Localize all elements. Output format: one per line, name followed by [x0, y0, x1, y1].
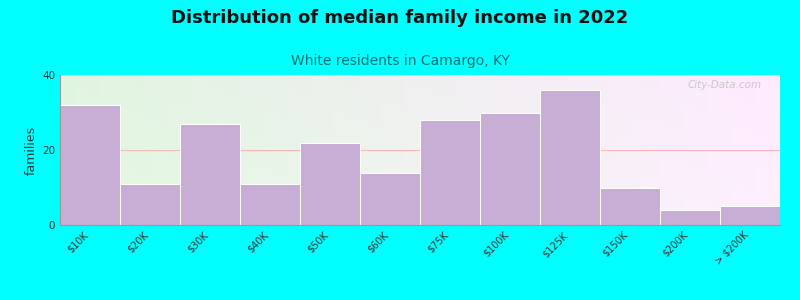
- Bar: [720, 206, 780, 225]
- Bar: [480, 112, 540, 225]
- Bar: [540, 90, 600, 225]
- Bar: [660, 210, 720, 225]
- Bar: [240, 184, 300, 225]
- Bar: [180, 124, 240, 225]
- Bar: [600, 188, 660, 225]
- Bar: [420, 120, 480, 225]
- Bar: [120, 184, 180, 225]
- Text: White residents in Camargo, KY: White residents in Camargo, KY: [290, 54, 510, 68]
- Text: Distribution of median family income in 2022: Distribution of median family income in …: [171, 9, 629, 27]
- Text: City-Data.com: City-Data.com: [688, 80, 762, 89]
- Bar: [300, 142, 360, 225]
- Y-axis label: families: families: [25, 125, 38, 175]
- Bar: [360, 172, 420, 225]
- Bar: [60, 105, 120, 225]
